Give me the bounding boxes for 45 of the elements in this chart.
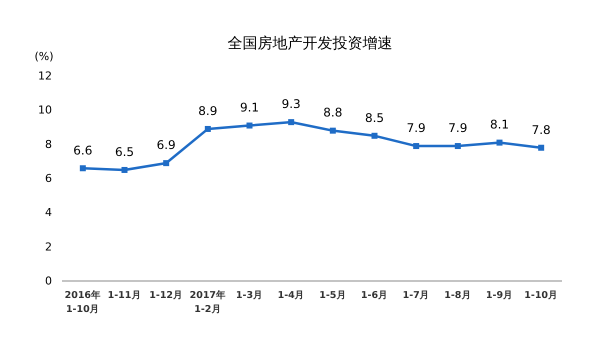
data-label: 8.9	[198, 104, 218, 118]
y-tick-label: 4	[45, 206, 52, 220]
x-tick-label: 1-11月	[108, 290, 142, 301]
x-tick-label: 2016年 1-10月	[64, 289, 102, 315]
x-tick-label: 1-4月	[278, 290, 305, 301]
data-label: 9.1	[240, 100, 260, 115]
data-label: 7.9	[406, 121, 426, 136]
point	[538, 144, 544, 151]
point	[454, 143, 461, 150]
y-tick-label: 2	[45, 240, 52, 254]
y-tick-label: 0	[45, 274, 52, 288]
point	[204, 126, 211, 132]
point	[122, 166, 128, 173]
chart-title: 全国房地产开发投资增速	[228, 34, 392, 52]
y-tick-label: 8	[45, 138, 52, 151]
data-label: 6.9	[156, 138, 176, 152]
point	[413, 143, 420, 150]
x-tick-label: 1-8月	[444, 290, 472, 301]
x-tick-label: 1-12月	[149, 290, 184, 301]
y-tick-label: 6	[45, 172, 52, 186]
data-label: 9.3	[282, 97, 301, 112]
data-label: 8.1	[490, 118, 510, 132]
point	[288, 119, 294, 126]
x-tick-label: 1-6月	[360, 290, 388, 301]
x-tick-label: 1-3月	[236, 290, 264, 301]
data-label: 7.9	[448, 121, 468, 136]
y-tick-label: 12	[38, 70, 52, 83]
data-label: 8.5	[364, 110, 384, 125]
point	[330, 128, 336, 134]
y-tick-label: 10	[38, 104, 52, 117]
data-label: 6.5	[114, 144, 134, 159]
x-tick-label: 1-10月	[524, 290, 558, 301]
x-tick-label: 1-9月	[486, 290, 514, 301]
data-label: 8.8	[323, 106, 342, 120]
point	[246, 122, 252, 129]
x-tick-label: 2017年 1-2月	[190, 289, 226, 315]
data-label: 6.6	[73, 143, 92, 158]
point	[372, 132, 378, 139]
x-tick-label: 1-7月	[402, 290, 430, 301]
x-tick-label: 1-5月	[319, 290, 346, 301]
point	[163, 160, 170, 166]
point	[80, 165, 86, 172]
data-label: 7.8	[532, 122, 551, 137]
point	[496, 140, 502, 146]
y-axis-title: (%)	[34, 50, 54, 63]
